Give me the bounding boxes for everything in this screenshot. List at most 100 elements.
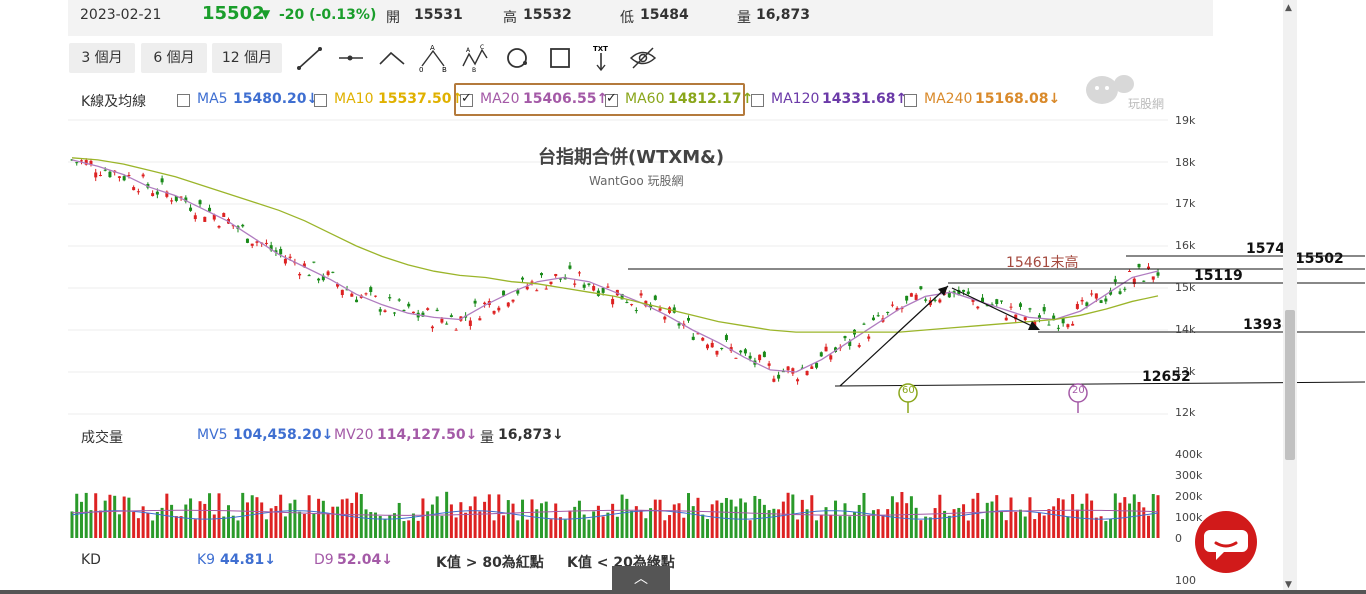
volume-bar [264, 519, 268, 538]
volume-bar [867, 515, 871, 538]
volume-chart[interactable] [68, 450, 1168, 545]
last-price: 15502 [202, 3, 265, 24]
ma20-checkbox[interactable] [460, 91, 473, 107]
volume-bar [924, 516, 928, 538]
open-label: 開 [386, 10, 400, 26]
candle [426, 308, 430, 310]
chat-button[interactable] [1194, 510, 1258, 574]
hline-tool-icon[interactable] [336, 44, 366, 72]
ma5-checkbox[interactable] [177, 94, 190, 107]
price-chart[interactable] [68, 118, 1366, 418]
scroll-down-icon[interactable]: ▼ [1285, 580, 1292, 590]
chevron-up-icon[interactable]: ︿ [612, 566, 670, 594]
candle [336, 283, 340, 287]
candle [392, 312, 396, 314]
volume-bar [1052, 506, 1056, 538]
volume-bar [117, 514, 121, 538]
ma240-value: 15168.08↓ [975, 91, 1061, 107]
candle [283, 258, 287, 264]
candle [966, 291, 970, 295]
candle [1151, 276, 1155, 280]
ma240-checkbox[interactable] [904, 94, 917, 107]
candle [829, 355, 833, 360]
circle-tool-icon[interactable] [502, 44, 532, 72]
ma120-checkbox[interactable] [751, 94, 764, 107]
volume-bar [1137, 501, 1141, 538]
candle [696, 333, 700, 335]
volume-bar [649, 508, 653, 538]
candle [165, 191, 169, 197]
candle [1090, 293, 1094, 295]
range-12m-button[interactable]: 12 個月 [212, 43, 282, 73]
volume-bar [478, 511, 482, 538]
volume-bar [364, 509, 368, 538]
volume-bar [563, 519, 567, 538]
range-3m-button[interactable]: 3 個月 [69, 43, 135, 73]
candle [84, 160, 88, 165]
volume-bar [601, 516, 605, 538]
volume-bar [506, 500, 510, 538]
candle [1047, 324, 1051, 326]
abc-pattern-icon[interactable]: A 0 B [418, 44, 448, 72]
ma60-checkbox[interactable] [605, 91, 618, 107]
candle [430, 326, 434, 329]
volume-bar [392, 513, 396, 538]
candle [369, 287, 373, 292]
candle [174, 195, 178, 201]
volume-bar [1109, 518, 1113, 538]
k9-label: K9 [197, 552, 216, 568]
candle [511, 299, 515, 302]
candle [739, 350, 743, 353]
candle [649, 304, 653, 308]
y-tick-17k: 17k [1175, 197, 1196, 210]
level-12652: 12652 [1142, 369, 1191, 385]
wedge-tool-icon[interactable] [377, 44, 407, 72]
text-tool-icon[interactable]: TXT [586, 44, 616, 72]
volume-bar [407, 520, 411, 538]
volume-bar [620, 494, 624, 538]
volume-bar [155, 511, 159, 538]
volume-bar [1118, 502, 1122, 538]
volume-bar [691, 506, 695, 538]
volume-bar [350, 502, 354, 538]
volume-bar [815, 520, 819, 538]
volume-bar [174, 516, 178, 538]
line-tool-icon[interactable] [295, 44, 325, 72]
volume-bar [383, 518, 387, 538]
scrollbar[interactable] [1283, 0, 1297, 594]
volume-bar [355, 492, 359, 538]
scrollbar-thumb[interactable] [1285, 310, 1295, 460]
y-tick-18k: 18k [1175, 156, 1196, 169]
range-6m-button[interactable]: 6 個月 [141, 43, 207, 73]
candle [288, 256, 292, 258]
volume-bar [1147, 515, 1151, 538]
candle [981, 297, 985, 303]
volume-bar [682, 517, 686, 538]
volume-bar [777, 509, 781, 538]
volume-bar [943, 510, 947, 538]
volume-bar [743, 502, 747, 538]
candle [720, 347, 724, 349]
candle [582, 284, 586, 288]
abcd-pattern-icon[interactable]: A C B [460, 44, 490, 72]
candle [914, 294, 918, 300]
chart-subtitle: WantGoo 玩股網 [589, 174, 684, 188]
volume-bar [345, 498, 349, 538]
candle [715, 350, 719, 355]
candle [321, 275, 325, 281]
volume-bar [1151, 494, 1155, 538]
volume-bar [554, 503, 558, 538]
ma10-checkbox[interactable] [314, 94, 327, 107]
volume-bar [947, 515, 951, 538]
candle [1156, 272, 1160, 276]
candle [298, 273, 302, 276]
scroll-up-icon[interactable]: ▲ [1285, 3, 1292, 13]
candle [383, 310, 387, 312]
high-value: 15532 [523, 7, 572, 23]
rect-tool-icon[interactable] [545, 44, 575, 72]
quote-date: 2023-02-21 [80, 7, 162, 23]
d9-label: D9 [314, 552, 334, 568]
hide-icon[interactable] [628, 44, 658, 72]
svg-text:A: A [430, 44, 435, 52]
candle [867, 336, 871, 339]
